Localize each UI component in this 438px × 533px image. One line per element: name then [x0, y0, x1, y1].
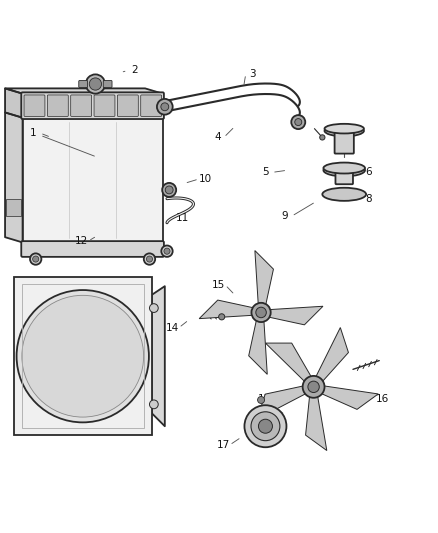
Circle shape	[156, 99, 172, 115]
Circle shape	[218, 314, 224, 320]
Circle shape	[30, 253, 41, 265]
Polygon shape	[248, 310, 267, 374]
Circle shape	[307, 381, 318, 392]
Circle shape	[302, 376, 324, 398]
Circle shape	[149, 400, 158, 409]
FancyBboxPatch shape	[21, 92, 163, 119]
FancyBboxPatch shape	[117, 95, 138, 116]
FancyBboxPatch shape	[21, 241, 163, 257]
Circle shape	[257, 397, 264, 403]
Polygon shape	[5, 88, 22, 118]
Circle shape	[165, 186, 173, 194]
Circle shape	[255, 307, 266, 318]
Text: 15: 15	[212, 280, 225, 290]
Text: 2: 2	[131, 66, 137, 76]
Circle shape	[146, 256, 152, 262]
Ellipse shape	[323, 164, 364, 176]
FancyBboxPatch shape	[71, 95, 92, 116]
Circle shape	[251, 412, 279, 441]
FancyBboxPatch shape	[334, 128, 353, 154]
FancyBboxPatch shape	[47, 95, 68, 116]
Text: 6: 6	[364, 167, 371, 177]
Circle shape	[162, 183, 176, 197]
Circle shape	[163, 248, 170, 254]
Polygon shape	[305, 385, 326, 450]
Bar	[14, 278, 151, 435]
Circle shape	[290, 115, 304, 129]
Circle shape	[244, 405, 286, 447]
Text: 14: 14	[165, 323, 178, 333]
Text: 9: 9	[281, 211, 288, 221]
Bar	[7, 199, 21, 216]
Circle shape	[258, 419, 272, 433]
Text: 1: 1	[30, 128, 37, 138]
Text: 15: 15	[257, 394, 270, 403]
Ellipse shape	[324, 124, 363, 133]
Ellipse shape	[323, 163, 364, 174]
Polygon shape	[5, 112, 22, 243]
Circle shape	[17, 290, 148, 422]
Polygon shape	[254, 251, 273, 315]
Polygon shape	[199, 300, 263, 319]
Polygon shape	[312, 328, 348, 390]
Polygon shape	[310, 385, 378, 409]
Text: 5: 5	[261, 167, 268, 177]
Polygon shape	[265, 343, 316, 387]
Text: 4: 4	[213, 132, 220, 142]
Text: 16: 16	[375, 394, 388, 403]
Circle shape	[85, 75, 105, 94]
Text: 10: 10	[198, 174, 212, 184]
FancyBboxPatch shape	[141, 95, 161, 116]
Text: 17: 17	[216, 440, 229, 450]
Circle shape	[319, 135, 324, 140]
Ellipse shape	[324, 125, 363, 136]
Ellipse shape	[321, 188, 365, 201]
Circle shape	[32, 256, 39, 262]
Circle shape	[251, 303, 270, 322]
FancyBboxPatch shape	[94, 95, 115, 116]
Polygon shape	[257, 384, 314, 419]
FancyBboxPatch shape	[78, 80, 87, 87]
Circle shape	[89, 78, 101, 90]
Text: 12: 12	[75, 236, 88, 246]
Polygon shape	[151, 286, 164, 426]
Circle shape	[294, 118, 301, 126]
FancyBboxPatch shape	[24, 95, 45, 116]
Text: 8: 8	[364, 193, 371, 204]
Circle shape	[160, 103, 168, 111]
Polygon shape	[5, 88, 162, 94]
Bar	[22, 118, 162, 243]
Circle shape	[144, 253, 155, 265]
Circle shape	[161, 246, 172, 257]
Polygon shape	[258, 306, 322, 325]
Text: 3: 3	[248, 69, 255, 79]
Text: 11: 11	[175, 213, 188, 223]
Circle shape	[22, 295, 143, 417]
FancyBboxPatch shape	[335, 165, 352, 184]
FancyBboxPatch shape	[103, 80, 112, 87]
Text: 13: 13	[43, 370, 56, 380]
Circle shape	[149, 304, 158, 312]
Bar	[21, 284, 144, 429]
